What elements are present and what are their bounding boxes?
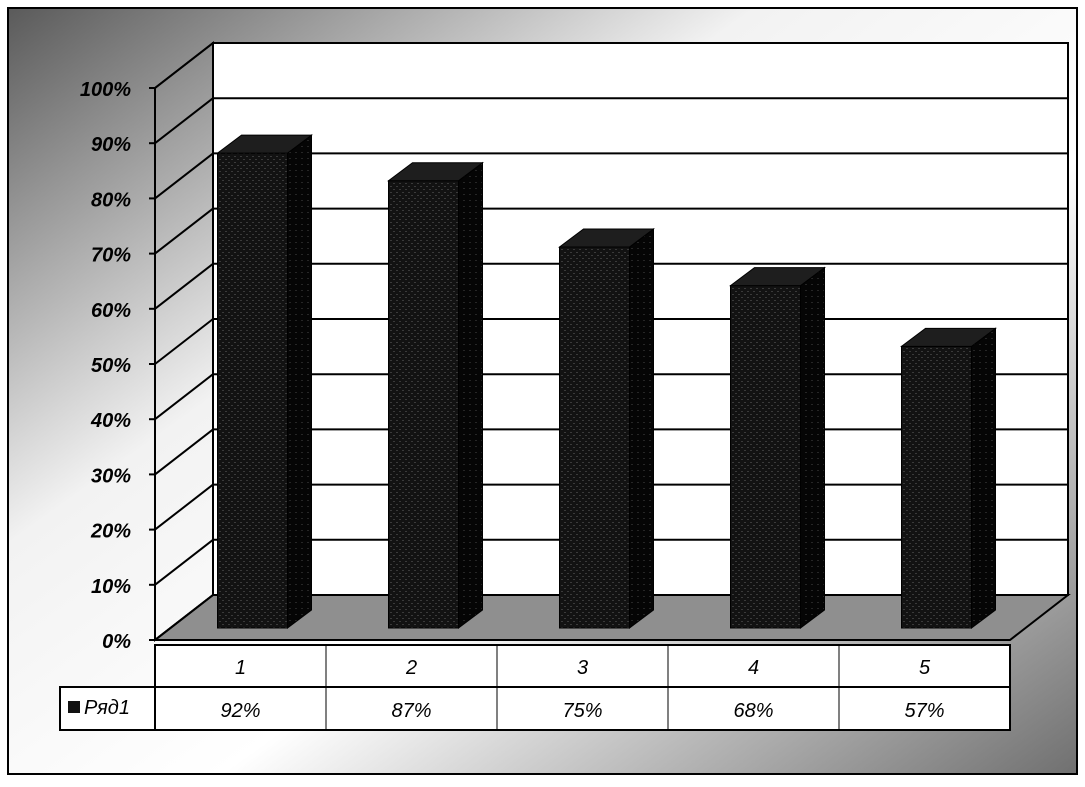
value-label: 92%	[220, 700, 260, 722]
table-header-row	[154, 644, 1011, 688]
y-tick-label: 20%	[90, 521, 131, 543]
category-label: 2	[405, 657, 417, 679]
value-label: 87%	[391, 700, 431, 722]
gridline-side	[154, 207, 214, 255]
bar-top	[729, 267, 826, 287]
bar-front	[559, 246, 630, 629]
category-label: 3	[577, 657, 588, 679]
gridline-side	[154, 318, 214, 365]
legend-key	[68, 701, 80, 713]
bar-front	[217, 152, 288, 629]
gridline-side	[154, 373, 214, 420]
y-tick-label: 40%	[90, 410, 131, 432]
bar-side	[287, 134, 312, 629]
gridline-side	[154, 42, 214, 89]
y-tick-label: 60%	[91, 300, 131, 322]
table-value-row	[154, 686, 1011, 731]
value-label: 57%	[904, 700, 944, 722]
y-tick-label: 0%	[102, 631, 131, 653]
category-label: 4	[748, 657, 759, 679]
bar-top	[900, 327, 997, 347]
y-tick-label: 70%	[91, 245, 131, 267]
bar-side	[971, 327, 996, 629]
legend-series-name: Ряд1	[84, 697, 130, 719]
value-label: 68%	[733, 700, 773, 722]
bar-front	[730, 285, 801, 629]
y-tick-label: 10%	[91, 576, 131, 598]
category-label: 5	[919, 657, 931, 679]
value-label: 75%	[562, 700, 602, 722]
y-tick-label: 50%	[91, 355, 131, 377]
gridline-side	[154, 152, 214, 200]
gridline-side	[154, 483, 214, 531]
gridline-side	[154, 428, 214, 476]
bar-side	[458, 161, 483, 629]
y-tick-label: 100%	[80, 79, 131, 101]
bar	[387, 161, 484, 629]
bar-side	[629, 228, 654, 629]
y-tick-label: 90%	[91, 134, 131, 156]
gridline-side	[154, 97, 214, 144]
bar-top	[558, 228, 655, 248]
gridline-side	[154, 594, 214, 641]
bar	[558, 228, 655, 629]
category-label: 1	[235, 657, 246, 679]
gridline-side	[154, 263, 214, 310]
bar	[216, 134, 313, 629]
y-tick-label: 30%	[91, 465, 131, 487]
y-tick-label: 80%	[91, 189, 131, 211]
bar-front	[901, 345, 972, 629]
bar-top	[216, 134, 313, 154]
bar	[900, 327, 997, 629]
gridline-side	[154, 539, 214, 586]
bar-front	[388, 180, 459, 629]
bar-top	[387, 162, 484, 182]
bar	[729, 266, 826, 629]
bar-side	[800, 266, 825, 629]
